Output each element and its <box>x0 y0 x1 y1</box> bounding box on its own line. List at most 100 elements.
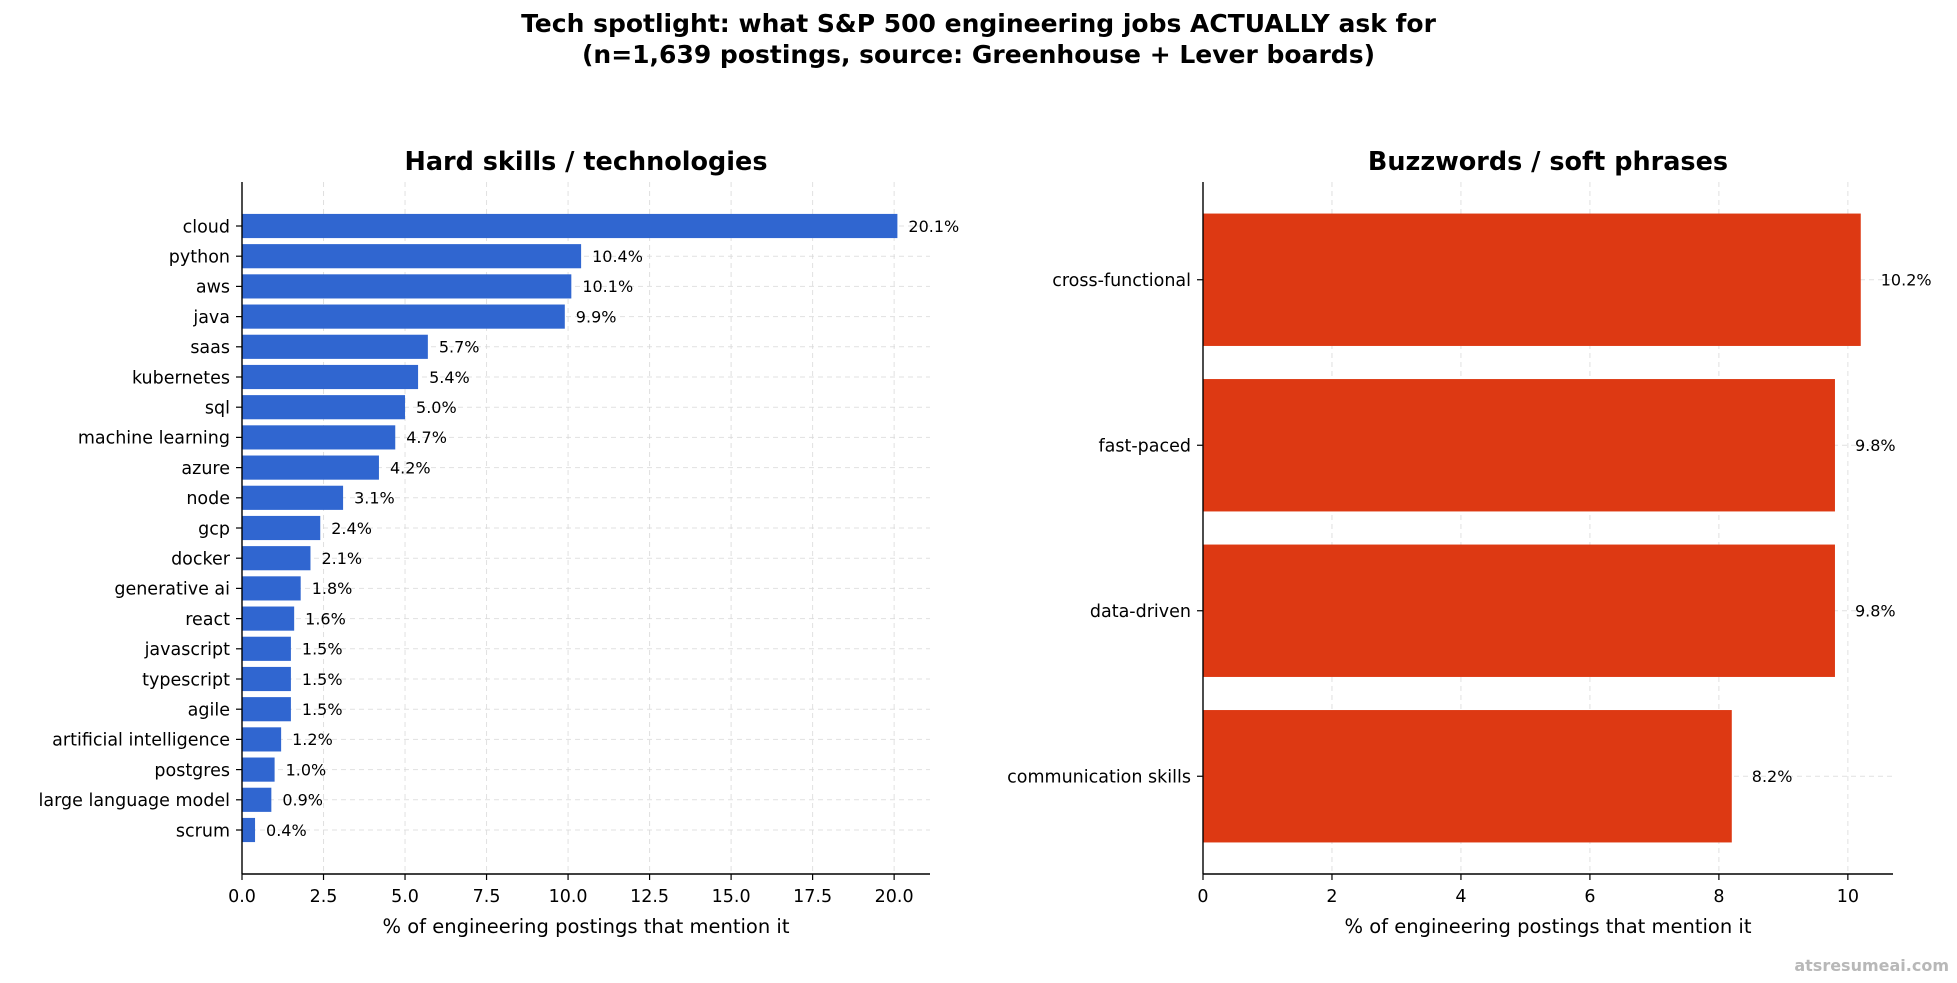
data-label: 2.4% <box>331 519 372 538</box>
y-tick-label: large language model <box>39 791 230 811</box>
x-tick-label: 20.0 <box>875 887 914 907</box>
x-tick-label: 0 <box>1197 887 1208 907</box>
y-tick-label: azure <box>181 459 230 479</box>
data-label: 10.1% <box>582 277 633 296</box>
bar-large-language-model <box>242 787 272 812</box>
hard-skills-chart: 20.1% cloud 10.4% python 10.1% aws 9.9% java 5.7… <box>39 147 960 938</box>
x-tick-label: 0.0 <box>228 887 256 907</box>
bar-python <box>242 244 582 269</box>
bar-postgres <box>242 757 275 782</box>
x-axis-label: % of engineering postings that mention i… <box>1345 915 1752 938</box>
y-tick-label: generative ai <box>114 580 230 600</box>
y-tick-label: cloud <box>183 217 230 237</box>
buzzwords-chart: 10.2% cross-functional 9.8% fast-paced 9.8% d… <box>1007 147 1931 938</box>
data-label: 9.8% <box>1855 602 1896 621</box>
bar-artificial-intelligence <box>242 727 282 752</box>
bar-azure <box>242 455 379 480</box>
figure-title: Tech spotlight: what S&P 500 engineering… <box>0 8 1957 70</box>
data-label: 4.7% <box>406 428 447 447</box>
bar-aws <box>242 274 572 299</box>
x-tick-label: 10 <box>1837 887 1859 907</box>
data-label: 10.4% <box>592 247 643 266</box>
bar-saas <box>242 334 428 359</box>
y-tick-label: agile <box>188 701 230 721</box>
chart-title: Buzzwords / soft phrases <box>1368 147 1728 177</box>
data-label: 0.9% <box>282 791 323 810</box>
data-label: 5.4% <box>429 368 470 387</box>
data-label: 1.5% <box>302 670 343 689</box>
bar-data-driven <box>1203 544 1835 677</box>
data-label: 5.0% <box>416 398 457 417</box>
y-tick-label: java <box>192 308 230 328</box>
data-label: 3.1% <box>354 489 395 508</box>
y-tick-label: docker <box>171 550 231 570</box>
y-tick-label: fast-paced <box>1098 437 1191 457</box>
bar-react <box>242 606 295 631</box>
bar-cloud <box>242 213 898 239</box>
y-tick-label: react <box>185 610 230 630</box>
x-tick-label: 7.5 <box>473 887 501 907</box>
figure-title-line2: (n=1,639 postings, source: Greenhouse + … <box>581 40 1376 69</box>
y-tick-label: gcp <box>198 519 230 539</box>
x-tick-label: 2.5 <box>310 887 338 907</box>
data-label: 5.7% <box>439 338 480 357</box>
x-tick-label: 4 <box>1455 887 1466 907</box>
x-axis-label: % of engineering postings that mention i… <box>383 915 790 938</box>
y-tick-label: postgres <box>154 761 230 781</box>
y-tick-label: machine learning <box>78 429 230 449</box>
data-label: 20.1% <box>908 217 959 236</box>
y-tick-label: python <box>169 248 230 268</box>
bar-javascript <box>242 636 291 661</box>
y-tick-label: saas <box>190 338 230 358</box>
data-label: 1.0% <box>286 760 327 779</box>
y-tick-label: javascript <box>144 640 231 660</box>
y-tick-label: kubernetes <box>132 368 230 388</box>
y-tick-label: scrum <box>176 821 230 841</box>
y-tick-label: communication skills <box>1007 768 1191 788</box>
bar-docker <box>242 546 311 571</box>
bar-fast-paced <box>1203 379 1835 512</box>
data-label: 8.2% <box>1752 767 1793 786</box>
data-label: 1.5% <box>302 640 343 659</box>
figure-title-line1: Tech spotlight: what S&P 500 engineering… <box>521 9 1436 38</box>
watermark: atsresumeai.com <box>1794 956 1949 975</box>
x-tick-label: 10.0 <box>549 887 588 907</box>
bar-node <box>242 485 344 510</box>
data-label: 1.2% <box>292 730 333 749</box>
x-tick-label: 2 <box>1326 887 1337 907</box>
y-tick-label: aws <box>196 278 230 298</box>
bar-java <box>242 304 565 329</box>
bar-gcp <box>242 515 321 541</box>
data-label: 1.6% <box>305 609 346 628</box>
data-label: 9.9% <box>576 307 617 326</box>
x-tick-label: 12.5 <box>630 887 669 907</box>
bar-agile <box>242 697 291 722</box>
data-label: 1.5% <box>302 700 343 719</box>
y-tick-label: node <box>186 489 230 509</box>
y-tick-label: data-driven <box>1090 602 1191 622</box>
bar-cross-functional <box>1203 213 1861 346</box>
data-label: 9.8% <box>1855 436 1896 455</box>
x-tick-label: 5.0 <box>391 887 419 907</box>
y-tick-label: sql <box>205 399 230 419</box>
bar-sql <box>242 395 406 420</box>
x-tick-label: 15.0 <box>712 887 751 907</box>
x-tick-label: 8 <box>1713 887 1724 907</box>
data-label: 2.1% <box>321 549 362 568</box>
bar-scrum <box>242 817 256 843</box>
bar-generative-ai <box>242 576 301 601</box>
x-tick-label: 17.5 <box>793 887 832 907</box>
x-tick-label: 6 <box>1584 887 1595 907</box>
bar-communication-skills <box>1203 710 1732 843</box>
data-label: 4.2% <box>390 458 431 477</box>
y-tick-label: artificial intelligence <box>52 731 230 751</box>
data-label: 0.4% <box>266 821 307 840</box>
chart-title: Hard skills / technologies <box>404 147 767 177</box>
y-tick-label: typescript <box>142 670 230 690</box>
bar-typescript <box>242 666 291 692</box>
bar-kubernetes <box>242 364 419 390</box>
data-label: 10.2% <box>1881 271 1932 290</box>
y-tick-label: cross-functional <box>1052 271 1191 291</box>
bar-machine-learning <box>242 425 396 450</box>
